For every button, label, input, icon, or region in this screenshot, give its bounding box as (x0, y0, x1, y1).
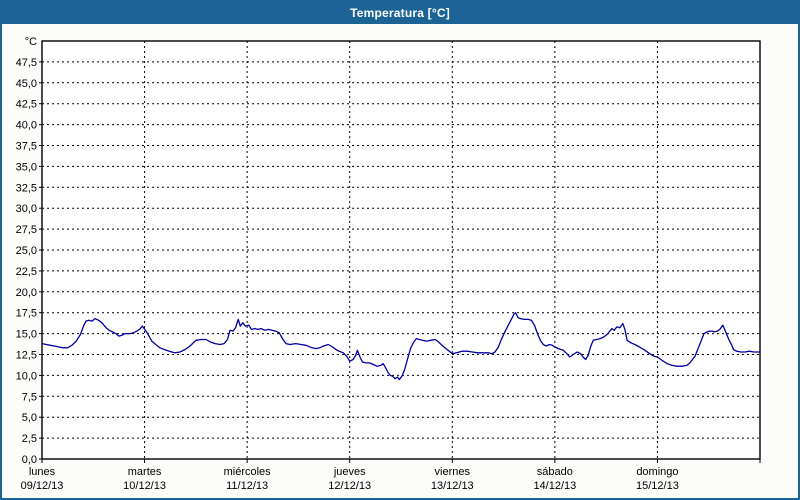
temperature-chart: 47,5 45,0 42,5 40,0 37,5 35,0 32,5 30,0 27,5 25,0… (16, 36, 761, 492)
day-date-label: 13/12/13 (431, 480, 474, 492)
y-tick-label: 15,0 (16, 329, 37, 341)
day-name-label: sábado (537, 466, 573, 478)
day-date-label: 12/12/13 (328, 480, 371, 492)
day-name-label: jueves (333, 466, 366, 478)
day-name-label: martes (128, 466, 162, 478)
day-date-label: 09/12/13 (21, 480, 64, 492)
y-tick-label: 45,0 (16, 78, 37, 90)
y-tick-label: 27,5 (16, 224, 37, 236)
y-tick-label: 37,5 (16, 141, 37, 153)
y-tick-label: 22,5 (16, 266, 37, 278)
y-tick-label: 42,5 (16, 99, 37, 111)
y-tick-label: 12,5 (16, 350, 37, 362)
plot-background (42, 41, 760, 459)
y-tick-label: 35,0 (16, 161, 37, 173)
y-tick-label: 0,0 (22, 454, 37, 466)
day-date-label: 14/12/13 (533, 480, 576, 492)
y-tick-label: 2,5 (22, 433, 37, 445)
y-tick-label: 20,0 (16, 287, 37, 299)
chart-area: 47,5 45,0 42,5 40,0 37,5 35,0 32,5 30,0 27,5 25,0… (2, 24, 798, 498)
day-date-label: 15/12/13 (636, 480, 679, 492)
y-tick-label: 10,0 (16, 370, 37, 382)
day-name-label: miércoles (224, 466, 272, 478)
day-name-label: lunes (29, 466, 56, 478)
y-tick-label: 25,0 (16, 245, 37, 257)
plot-border (41, 40, 761, 460)
window-title: Temperatura [°C] (350, 6, 450, 20)
y-axis-unit-label: °C (25, 36, 37, 48)
window-title-bar: Temperatura [°C] (2, 2, 798, 24)
y-tick-label: 32,5 (16, 182, 37, 194)
y-tick-label: 5,0 (22, 412, 37, 424)
day-name-label: viernes (435, 466, 471, 478)
y-tick-label: 17,5 (16, 308, 37, 320)
day-date-label: 11/12/13 (226, 480, 268, 492)
temperature-line (41, 312, 761, 381)
day-date-label: 10/12/13 (123, 480, 166, 492)
y-tick-label: 30,0 (16, 203, 37, 215)
y-tick-label: 47,5 (16, 57, 37, 69)
y-tick-label: 40,0 (16, 120, 37, 132)
y-tick-label: 7,5 (22, 391, 37, 403)
day-name-label: domingo (636, 466, 678, 478)
